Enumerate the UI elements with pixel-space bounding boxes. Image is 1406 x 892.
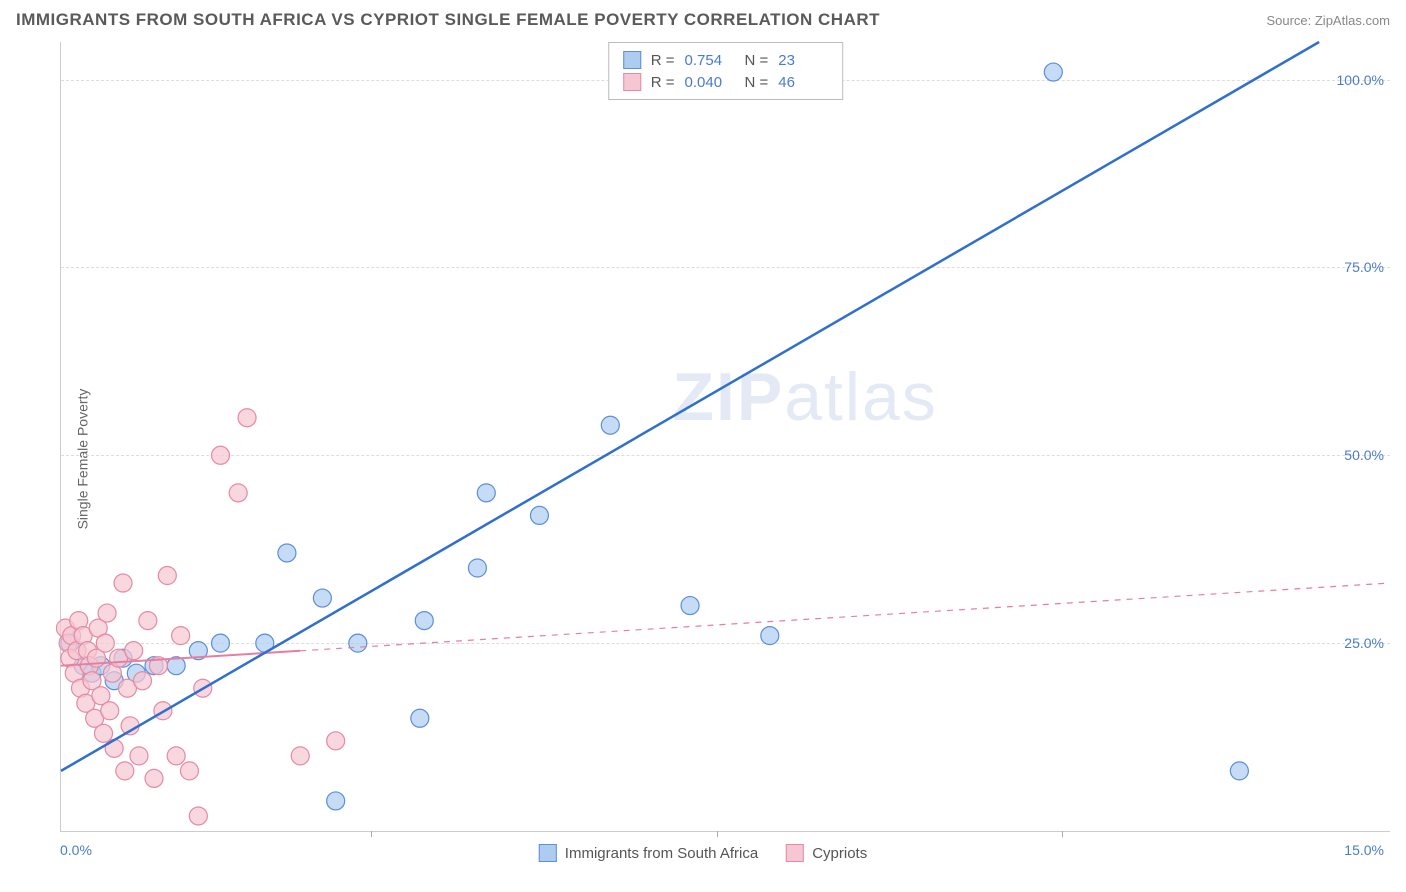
stats-row-series2: R = 0.040 N = 46 xyxy=(623,71,829,93)
data-point xyxy=(327,792,345,810)
y-tick-label: 100.0% xyxy=(1337,72,1384,88)
trend-line xyxy=(300,583,1390,651)
r-value-2: 0.040 xyxy=(685,74,735,91)
data-point xyxy=(278,544,296,562)
n-label-1: N = xyxy=(745,52,769,69)
data-point xyxy=(167,747,185,765)
data-point xyxy=(349,634,367,652)
data-point xyxy=(229,484,247,502)
y-tick-label: 50.0% xyxy=(1344,447,1384,463)
data-point xyxy=(189,807,207,825)
data-point xyxy=(180,762,198,780)
r-value-1: 0.754 xyxy=(685,52,735,69)
chart-svg xyxy=(61,42,1390,831)
r-label-1: R = xyxy=(651,52,675,69)
data-point xyxy=(313,589,331,607)
legend-label-1: Immigrants from South Africa xyxy=(565,845,758,862)
y-tick-label: 25.0% xyxy=(1344,635,1384,651)
data-point xyxy=(98,604,116,622)
data-point xyxy=(211,446,229,464)
n-value-1: 23 xyxy=(778,52,828,69)
data-point xyxy=(125,642,143,660)
data-point xyxy=(95,724,113,742)
data-point xyxy=(477,484,495,502)
data-point xyxy=(139,612,157,630)
data-point xyxy=(238,409,256,427)
chart-container: Single Female Poverty ZIPatlas R = 0.754… xyxy=(16,42,1390,876)
data-point xyxy=(415,612,433,630)
stats-legend-box: R = 0.754 N = 23 R = 0.040 N = 46 xyxy=(608,42,844,100)
legend-swatch-2 xyxy=(786,844,804,862)
bottom-legend: Immigrants from South Africa Cypriots xyxy=(539,844,867,862)
data-point xyxy=(530,506,548,524)
legend-item-2: Cypriots xyxy=(786,844,867,862)
data-point xyxy=(105,739,123,757)
legend-label-2: Cypriots xyxy=(812,845,867,862)
data-point xyxy=(145,769,163,787)
legend-swatch-1 xyxy=(539,844,557,862)
data-point xyxy=(101,702,119,720)
trend-line xyxy=(61,42,1319,771)
n-label-2: N = xyxy=(745,74,769,91)
data-point xyxy=(96,634,114,652)
data-point xyxy=(134,672,152,690)
data-point xyxy=(114,574,132,592)
data-point xyxy=(327,732,345,750)
x-tick-max: 15.0% xyxy=(1344,842,1384,858)
r-label-2: R = xyxy=(651,74,675,91)
x-tick-mark xyxy=(1062,831,1063,837)
data-point xyxy=(291,747,309,765)
data-point xyxy=(681,597,699,615)
data-point xyxy=(130,747,148,765)
y-tick-label: 75.0% xyxy=(1344,259,1384,275)
swatch-series1 xyxy=(623,51,641,69)
data-point xyxy=(116,762,134,780)
data-point xyxy=(468,559,486,577)
data-point xyxy=(211,634,229,652)
swatch-series2 xyxy=(623,73,641,91)
data-point xyxy=(1044,63,1062,81)
x-tick-min: 0.0% xyxy=(60,842,92,858)
stats-row-series1: R = 0.754 N = 23 xyxy=(623,49,829,71)
data-point xyxy=(601,416,619,434)
data-point xyxy=(158,567,176,585)
data-point xyxy=(411,709,429,727)
chart-title: IMMIGRANTS FROM SOUTH AFRICA VS CYPRIOT … xyxy=(16,10,880,30)
data-point xyxy=(761,627,779,645)
x-tick-mark xyxy=(717,831,718,837)
data-point xyxy=(172,627,190,645)
data-point xyxy=(1230,762,1248,780)
legend-item-1: Immigrants from South Africa xyxy=(539,844,758,862)
x-tick-mark xyxy=(371,831,372,837)
source-attribution: Source: ZipAtlas.com xyxy=(1266,13,1390,28)
n-value-2: 46 xyxy=(778,74,828,91)
plot-area: ZIPatlas R = 0.754 N = 23 R = 0.040 N = … xyxy=(60,42,1390,832)
